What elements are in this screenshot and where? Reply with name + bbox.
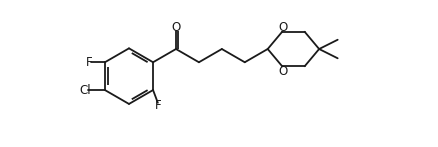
- Text: O: O: [278, 21, 287, 34]
- Text: Cl: Cl: [80, 83, 91, 97]
- Text: O: O: [171, 21, 180, 34]
- Text: O: O: [278, 65, 287, 77]
- Text: F: F: [155, 99, 161, 112]
- Text: F: F: [86, 56, 92, 69]
